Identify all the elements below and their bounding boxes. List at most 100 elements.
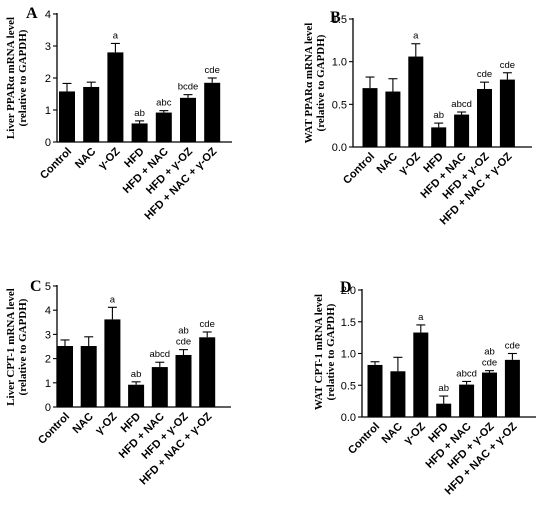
bar xyxy=(175,354,192,407)
y-tick-label: 2.0 xyxy=(341,285,356,297)
bar xyxy=(83,86,100,142)
y-tick-label: 2 xyxy=(45,73,51,85)
significance-label: cde xyxy=(505,341,520,352)
significance-label: ab xyxy=(134,108,145,119)
y-axis-title: Liver CPT-1 mRNA level(relative to GAPDH… xyxy=(5,288,29,406)
bar xyxy=(199,337,216,407)
panel-letter: B xyxy=(330,9,341,26)
y-tick-label: 1 xyxy=(45,378,51,390)
significance-label: ab xyxy=(178,326,189,337)
significance-label: cde xyxy=(482,358,497,369)
bar xyxy=(482,372,497,417)
y-axis-title-line: (relative to GAPDH) xyxy=(17,29,29,126)
bar xyxy=(180,97,196,142)
bar xyxy=(459,384,475,417)
bar xyxy=(454,114,470,147)
bar xyxy=(131,123,148,142)
significance-label: a xyxy=(110,294,116,305)
y-tick-label: 4 xyxy=(45,305,51,317)
bar xyxy=(431,127,447,147)
chart-panel-d: 0.00.51.01.52.0ControlNACaγ-OZabHFDabcdH… xyxy=(313,279,536,497)
y-axis-title: WAT CPT-1 mRNA level(relative to GAPDH) xyxy=(313,294,337,410)
x-tick-label: Control xyxy=(341,151,377,187)
bar xyxy=(128,384,145,407)
significance-label: cde xyxy=(205,65,220,76)
significance-label: bcde xyxy=(178,82,199,93)
significance-label: ab xyxy=(131,369,142,380)
y-axis-title-line: WAT PPARα mRNA level xyxy=(303,23,315,144)
panel-letter: D xyxy=(340,279,352,296)
panel-letter: A xyxy=(26,5,38,22)
significance-label: ab xyxy=(484,347,495,358)
y-axis-title-line: Liver CPT-1 mRNA level xyxy=(5,288,17,406)
x-tick-label: γ-OZ xyxy=(397,150,423,176)
significance-label: cde xyxy=(176,337,191,348)
x-tick-label: Control xyxy=(346,421,382,457)
x-tick-label: γ-OZ xyxy=(96,145,122,171)
y-axis-title-line: (relative to GAPDH) xyxy=(17,298,29,395)
significance-label: cde xyxy=(477,69,492,80)
bar xyxy=(104,319,121,407)
bar xyxy=(413,332,429,417)
y-tick-label: 1.0 xyxy=(332,57,347,69)
significance-label: abcd xyxy=(456,368,477,379)
y-tick-label: 3 xyxy=(45,41,51,53)
x-tick-label: Control xyxy=(38,146,74,182)
bar xyxy=(107,52,124,142)
y-tick-label: 0.5 xyxy=(341,380,356,392)
panel-letter: C xyxy=(30,278,42,295)
bar xyxy=(477,88,492,147)
x-tick-label: NAC xyxy=(375,151,400,176)
x-tick-label: Control xyxy=(36,411,72,447)
x-tick-label: NAC xyxy=(70,411,95,436)
y-axis-title: Liver PPARα mRNA level(relative to GAPDH… xyxy=(5,17,29,139)
y-tick-label: 0 xyxy=(45,402,51,414)
significance-label: ab xyxy=(433,110,444,121)
bar xyxy=(499,79,515,147)
bar xyxy=(155,112,172,142)
bar xyxy=(408,56,424,148)
y-tick-label: 1 xyxy=(45,105,51,117)
significance-label: abc xyxy=(156,98,172,109)
y-tick-label: 5 xyxy=(45,281,51,293)
significance-label: cde xyxy=(500,60,515,71)
y-axis-title-line: (relative to GAPDH) xyxy=(325,303,337,400)
significance-label: a xyxy=(413,31,419,42)
y-axis-title-line: (relative to GAPDH) xyxy=(315,34,327,131)
y-axis-title-line: Liver PPARα mRNA level xyxy=(5,17,17,139)
bar xyxy=(385,91,401,147)
x-tick-label: γ-OZ xyxy=(402,420,428,446)
x-tick-label: NAC xyxy=(380,421,405,446)
bar xyxy=(367,364,383,417)
bar xyxy=(390,371,406,417)
significance-label: a xyxy=(113,30,119,41)
y-tick-label: 0.0 xyxy=(341,412,356,424)
x-tick-label: γ-OZ xyxy=(93,410,119,436)
significance-label: cde xyxy=(200,319,215,330)
significance-label: a xyxy=(418,312,424,323)
y-tick-label: 1.5 xyxy=(341,317,356,329)
y-tick-label: 1.5 xyxy=(332,14,347,26)
bar xyxy=(59,91,75,142)
bar xyxy=(362,88,378,147)
bar xyxy=(204,82,221,142)
bar xyxy=(151,367,168,407)
bar xyxy=(80,346,97,407)
y-tick-label: 4 xyxy=(45,9,51,21)
y-tick-label: 0 xyxy=(45,137,51,149)
y-tick-label: 1.0 xyxy=(341,349,356,361)
bar xyxy=(504,359,520,417)
chart-panel-b: 0.00.51.01.5ControlNACaγ-OZabHFDabcdHFD … xyxy=(303,9,532,227)
y-axis-title-line: WAT CPT-1 mRNA level xyxy=(313,294,325,410)
y-tick-label: 0.5 xyxy=(332,99,347,111)
significance-label: abcd xyxy=(149,349,170,360)
bar xyxy=(57,346,73,407)
x-tick-label: NAC xyxy=(73,146,98,171)
y-tick-label: 3 xyxy=(45,329,51,341)
bar xyxy=(436,403,452,417)
significance-label: abcd xyxy=(451,99,472,110)
y-tick-label: 0.0 xyxy=(332,142,347,154)
